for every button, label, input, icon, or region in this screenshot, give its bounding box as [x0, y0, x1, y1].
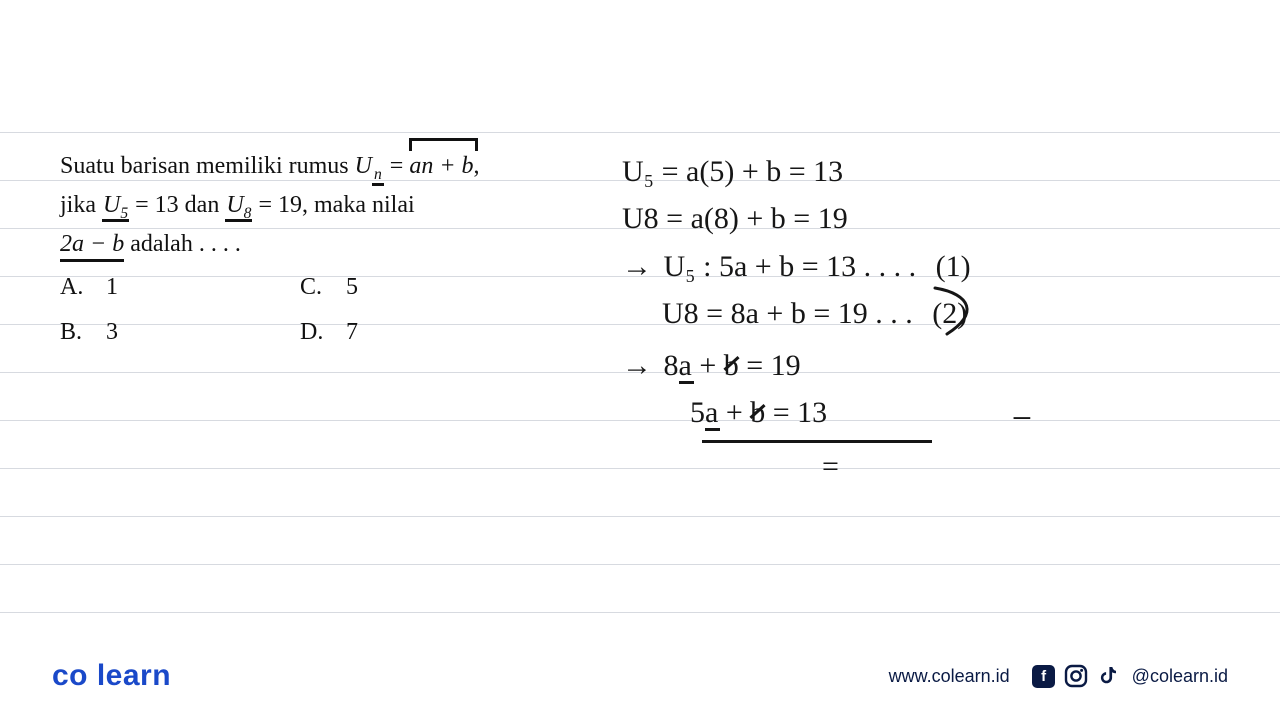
choice-d[interactable]: D. 7: [300, 314, 540, 351]
equals-result: =: [822, 443, 1182, 490]
problem-line-2: jika U5 = 13 dan U8 = 19, maka nilai: [60, 187, 580, 226]
handwritten-work: U₅ = a(5) + b = 13 U8 = a(8) + b = 19 → …: [622, 148, 1182, 491]
work-line-3: → U₅ : 5a + b = 13 . . . . (1): [622, 243, 1182, 290]
curve-mark-icon: [927, 284, 983, 340]
footer: co learn www.colearn.id f @colearn.id: [0, 652, 1280, 700]
problem-statement: Suatu barisan memiliki rumus Un = an + b…: [60, 148, 580, 491]
answer-choices: A. 1 C. 5 B. 3 D. 7: [60, 269, 580, 351]
choice-b[interactable]: B. 3: [60, 314, 300, 351]
choice-a[interactable]: A. 1: [60, 269, 300, 306]
work-line-2: U8 = a(8) + b = 19: [622, 195, 1182, 242]
subtraction-minus: −: [1012, 390, 1032, 447]
problem-line-3: 2a − b adalah . . . .: [60, 226, 580, 263]
eq-label-2: (2): [932, 290, 967, 337]
social-handle[interactable]: @colearn.id: [1132, 666, 1228, 687]
brand-logo: co learn: [52, 659, 171, 693]
work-line-5: → 8a + b = 19: [622, 342, 1182, 389]
problem-line-1: Suatu barisan memiliki rumus Un = an + b…: [60, 148, 580, 187]
tiktok-icon[interactable]: [1096, 664, 1120, 688]
choice-c[interactable]: C. 5: [300, 269, 540, 306]
facebook-icon[interactable]: f: [1032, 664, 1056, 688]
work-line-1: U₅ = a(5) + b = 13: [622, 148, 1182, 195]
work-line-4: U8 = 8a + b = 19 . . . (2): [662, 290, 1182, 337]
website-url[interactable]: www.colearn.id: [889, 666, 1010, 687]
work-line-6: 5a + b = 13: [690, 389, 1182, 436]
instagram-icon[interactable]: [1064, 664, 1088, 688]
social-links: f @colearn.id: [1032, 664, 1228, 688]
problem-text: Suatu barisan memiliki rumus: [60, 153, 355, 179]
